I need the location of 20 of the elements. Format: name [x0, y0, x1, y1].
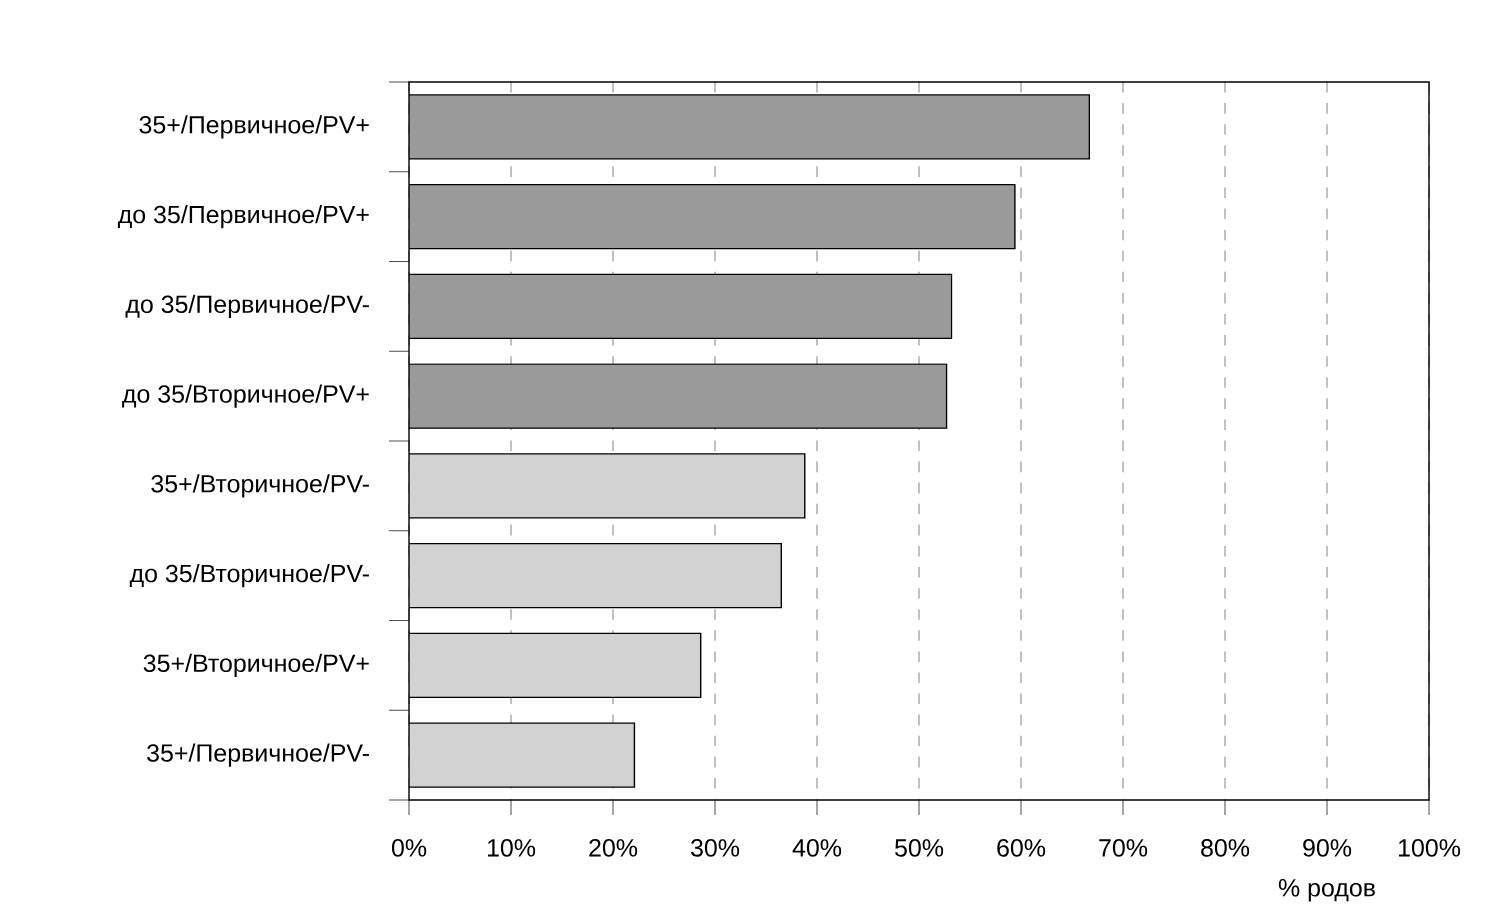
- y-tick-label: 35+/Вторичное/PV-: [151, 474, 369, 498]
- x-tick-label: 0%: [391, 839, 427, 857]
- y-tick-label: 35+/Вторичное/PV+: [143, 653, 369, 678]
- y-tick-label: до 35/Первичное/PV+: [117, 205, 369, 229]
- y-tick-label: до 35/Вторичное/PV+: [122, 384, 369, 408]
- x-tick-label: 20%: [589, 839, 638, 857]
- y-tick-label: до 35/Первичное/PV-: [125, 294, 369, 319]
- x-tick-label: 70%: [1099, 839, 1148, 857]
- y-tick-label: 35+/Первичное/PV-: [147, 743, 369, 767]
- x-tick-label: 50%: [895, 839, 944, 857]
- x-tick-label: 30%: [690, 839, 740, 857]
- y-tick-label: до 35/Вторичное/PV-: [129, 564, 369, 588]
- x-tick-label: 80%: [1201, 839, 1250, 857]
- x-tick-label: 40%: [792, 839, 842, 857]
- y-tick-label: 35+/Первичное/PV+: [139, 115, 369, 139]
- x-tick-label: 100%: [1399, 839, 1461, 857]
- x-axis-title: % родов: [1278, 879, 1375, 902]
- x-tick-label: 90%: [1303, 839, 1352, 857]
- x-tick-label: 10%: [487, 839, 536, 857]
- x-tick-label: 60%: [997, 839, 1046, 857]
